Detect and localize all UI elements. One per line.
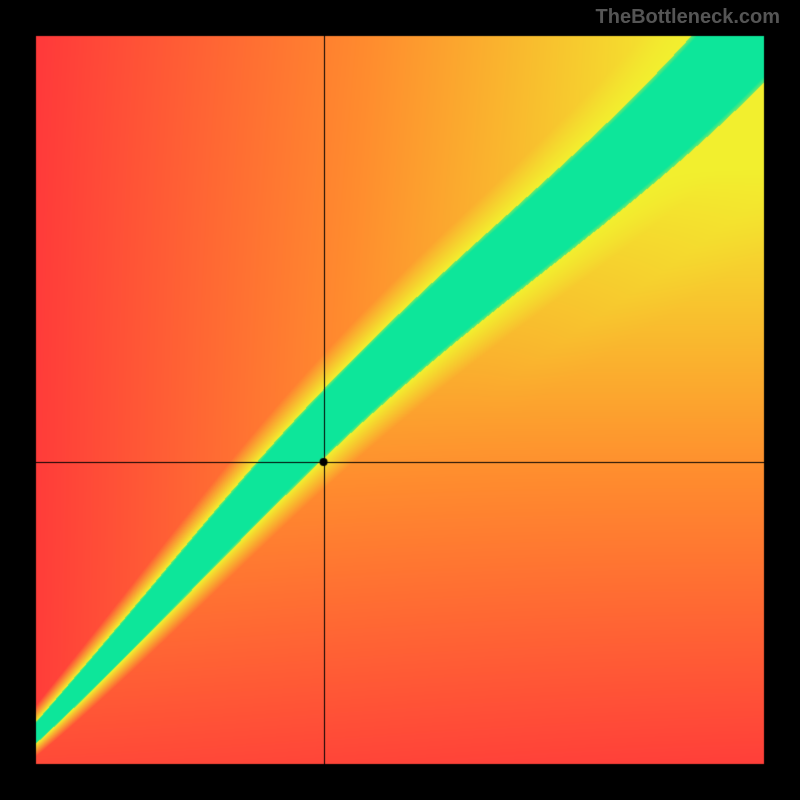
chart-container: TheBottleneck.com bbox=[0, 0, 800, 800]
attribution-text: TheBottleneck.com bbox=[596, 6, 780, 29]
heatmap-canvas bbox=[0, 0, 800, 800]
